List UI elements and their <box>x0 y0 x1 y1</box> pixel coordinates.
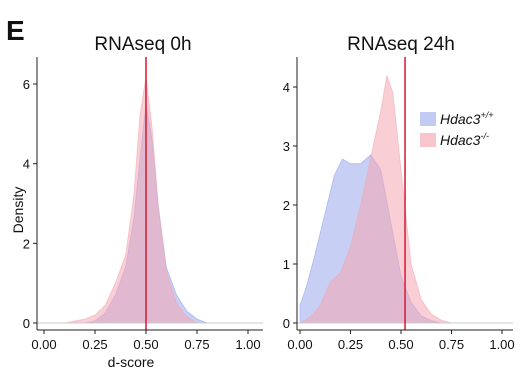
x-tick-label: 0.75 <box>439 337 464 352</box>
y-tick-label: 0 <box>283 316 290 331</box>
x-tick-label: 0.00 <box>31 337 56 352</box>
y-axis-label: Density <box>10 187 26 234</box>
x-tick-label: 0.00 <box>287 337 312 352</box>
legend-swatch-wild-type <box>420 112 436 126</box>
chart-title-left: RNAseq 0h <box>94 34 191 55</box>
legend: Hdac3+/+ Hdac3-/- <box>420 110 493 148</box>
x-tick-label: 1.00 <box>489 337 514 352</box>
y-tick-label: 0 <box>23 316 30 331</box>
y-tick-label: 4 <box>23 157 30 172</box>
y-tick-label: 1 <box>283 257 290 272</box>
x-axis-label-left: d-score <box>108 354 155 370</box>
legend-label-knockout-base: Hdac3 <box>440 132 481 148</box>
y-tick-label: 4 <box>283 80 290 95</box>
x-tick-label: 0.50 <box>133 337 158 352</box>
legend-swatch-knockout <box>420 133 436 147</box>
x-tick-label: 0.25 <box>338 337 363 352</box>
legend-label-wild-type-base: Hdac3 <box>440 111 481 127</box>
legend-label-knockout-sup: -/- <box>480 131 489 141</box>
panel-label: E <box>6 15 25 46</box>
x-tick-label: 0.50 <box>388 337 413 352</box>
y-tick-label: 3 <box>283 139 290 154</box>
chart-title-right: RNAseq 24h <box>347 34 455 55</box>
panel-left: RNAseq 0h Density 0.00 0.25 0.50 0.75 1.00 0 2… <box>10 34 263 370</box>
panel-right: RNAseq 24h 0.00 0.25 0.50 0.75 1.00 0 1 2 3 4 <box>283 34 515 352</box>
density-area-knockout <box>298 75 452 324</box>
y-tick-label: 2 <box>23 236 30 251</box>
plot-area-right: 0.00 0.25 0.50 0.75 1.00 0 1 2 3 4 <box>283 57 515 352</box>
x-tick-label: 1.00 <box>235 337 260 352</box>
legend-label-wild-type: Hdac3+/+ <box>440 110 493 127</box>
x-tick-label: 0.75 <box>184 337 209 352</box>
legend-label-wild-type-sup: +/+ <box>480 110 493 120</box>
y-tick-label: 6 <box>23 77 30 92</box>
plot-area-left: 0.00 0.25 0.50 0.75 1.00 0 2 4 6 <box>23 57 263 352</box>
legend-label-knockout: Hdac3-/- <box>440 131 489 148</box>
x-tick-label: 0.25 <box>82 337 107 352</box>
density-area-knockout <box>64 75 199 324</box>
y-tick-label: 2 <box>283 198 290 213</box>
